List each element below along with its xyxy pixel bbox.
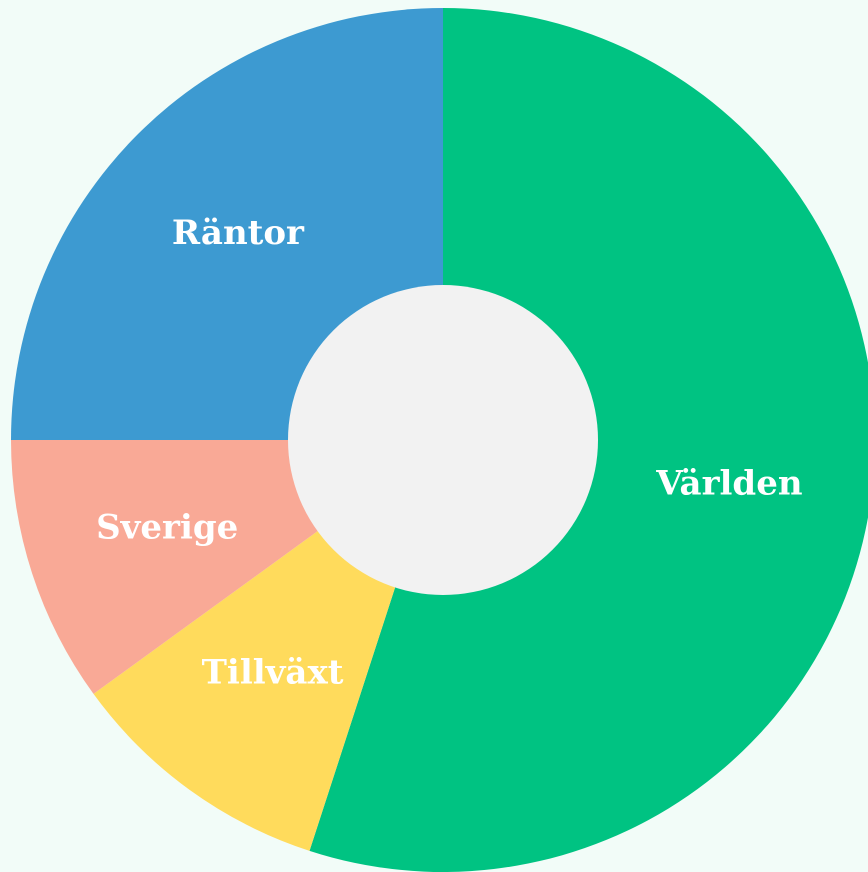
slice-label: Sverige xyxy=(96,508,238,548)
donut-hole xyxy=(288,285,598,595)
labels: Världen Tillväxt Sverige Räntor xyxy=(96,213,802,693)
slice-label: Räntor xyxy=(172,213,305,253)
slice-label: Världen xyxy=(655,463,802,503)
slice-label: Tillväxt xyxy=(202,653,344,693)
